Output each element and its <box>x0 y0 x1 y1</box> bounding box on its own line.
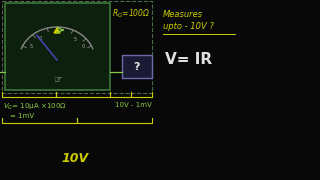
Text: 0: 0 <box>81 44 84 50</box>
Text: 10V: 10V <box>61 152 89 165</box>
Polygon shape <box>54 28 60 33</box>
Text: 10V - 1mV: 10V - 1mV <box>115 102 152 108</box>
Text: 0: 0 <box>38 36 41 41</box>
Text: ☞: ☞ <box>52 75 61 85</box>
Text: $R_G$=100Ω: $R_G$=100Ω <box>112 8 150 20</box>
Polygon shape <box>122 55 152 78</box>
Text: ?: ? <box>134 62 140 71</box>
Polygon shape <box>5 3 110 90</box>
Text: 5: 5 <box>74 37 77 42</box>
Text: Measures: Measures <box>163 10 203 19</box>
Text: upto - 10V ?: upto - 10V ? <box>163 22 214 31</box>
Text: = 1mV: = 1mV <box>10 113 34 119</box>
Text: 5: 5 <box>29 44 33 50</box>
Text: $V_G$= 10μA ×100Ω: $V_G$= 10μA ×100Ω <box>3 102 67 112</box>
Text: V= IR: V= IR <box>165 52 212 67</box>
